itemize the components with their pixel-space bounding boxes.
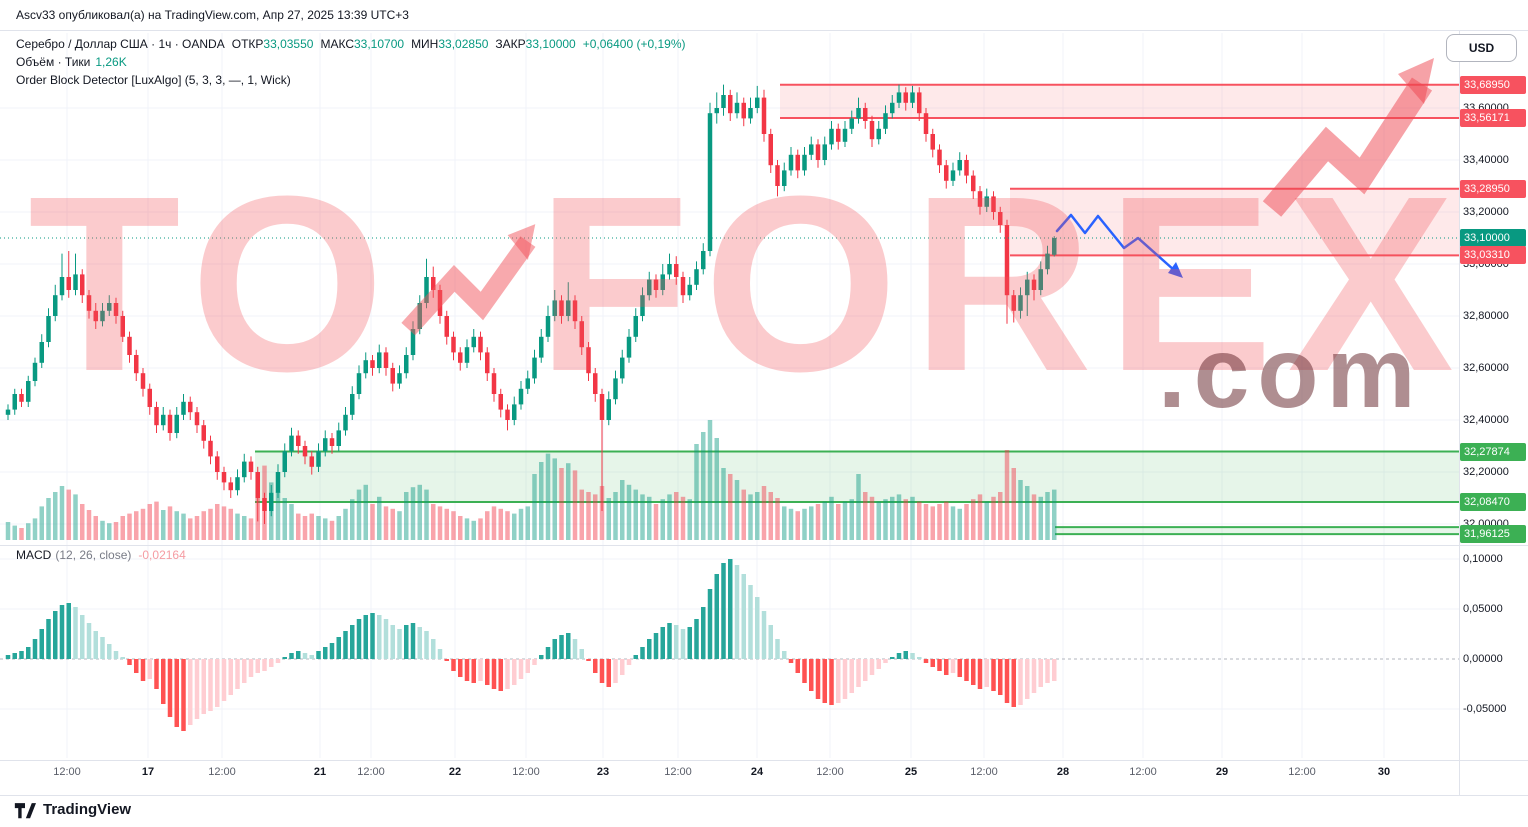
ohlc-open-value: 33,03550 [263,37,314,51]
macd-title: MACD [16,548,52,562]
order-block-zones [255,83,1459,536]
time-axis[interactable] [0,760,1459,795]
ohlc-close-value: 33,10000 [525,37,576,51]
publication-byline-bar: Ascv33 опубликовал(а) на TradingView.com… [0,0,1528,30]
byline-text: Ascv33 опубликовал(а) на TradingView.com… [16,8,409,22]
volume-bars [5,420,1057,540]
ohlc-low-label: МИН [411,37,439,51]
trend-arrow-annotation [1055,213,1183,278]
ohlc-low-value: 33,02850 [438,37,489,51]
footer-bar: TradingView [14,799,131,819]
ohlc-high-value: 33,10700 [354,37,405,51]
chart-legend: Серебро / Доллар США · 1ч · OANDA ОТКР33,… [16,35,685,89]
indicator-legend-row[interactable]: Order Block Detector [LuxAlgo] (5, 3, 3,… [16,71,685,89]
tradingview-logo[interactable] [14,799,36,819]
time-axis-separator [0,760,1528,761]
ohlc-open-label: ОТКР [231,37,264,51]
symbol-title: Серебро / Доллар США · 1ч · OANDA [16,37,225,51]
ohlc-high-label: МАКС [320,37,354,51]
vertical-gridlines [66,33,1385,758]
currency-toggle-button[interactable]: USD [1446,34,1517,62]
macd-legend-row[interactable]: MACD (12, 26, close) -0,02164 [16,548,186,562]
price-axis[interactable] [1460,30,1528,795]
macd-histogram [5,559,1057,731]
horizontal-gridlines [0,107,1459,710]
footer-separator [0,795,1528,796]
macd-value: -0,02164 [138,548,186,562]
header-separator [0,30,1528,31]
ohlc-close-label: ЗАКР [495,37,526,51]
tradingview-brand-text[interactable]: TradingView [43,800,132,818]
volume-legend-row[interactable]: Объём · Тики 1,26K [16,53,685,71]
macd-params: (12, 26, close) [55,548,132,562]
price-change: +0,06400 (+0,19%) [582,37,686,51]
price-axis-separator [1459,30,1460,795]
indicator-title: Order Block Detector [LuxAlgo] (5, 3, 3,… [16,73,291,87]
symbol-legend-row[interactable]: Серебро / Доллар США · 1ч · OANDA ОТКР33,… [16,35,685,53]
volume-value: 1,26K [95,55,127,69]
volume-label: Объём · Тики [16,55,91,69]
pane-separator [0,545,1528,546]
